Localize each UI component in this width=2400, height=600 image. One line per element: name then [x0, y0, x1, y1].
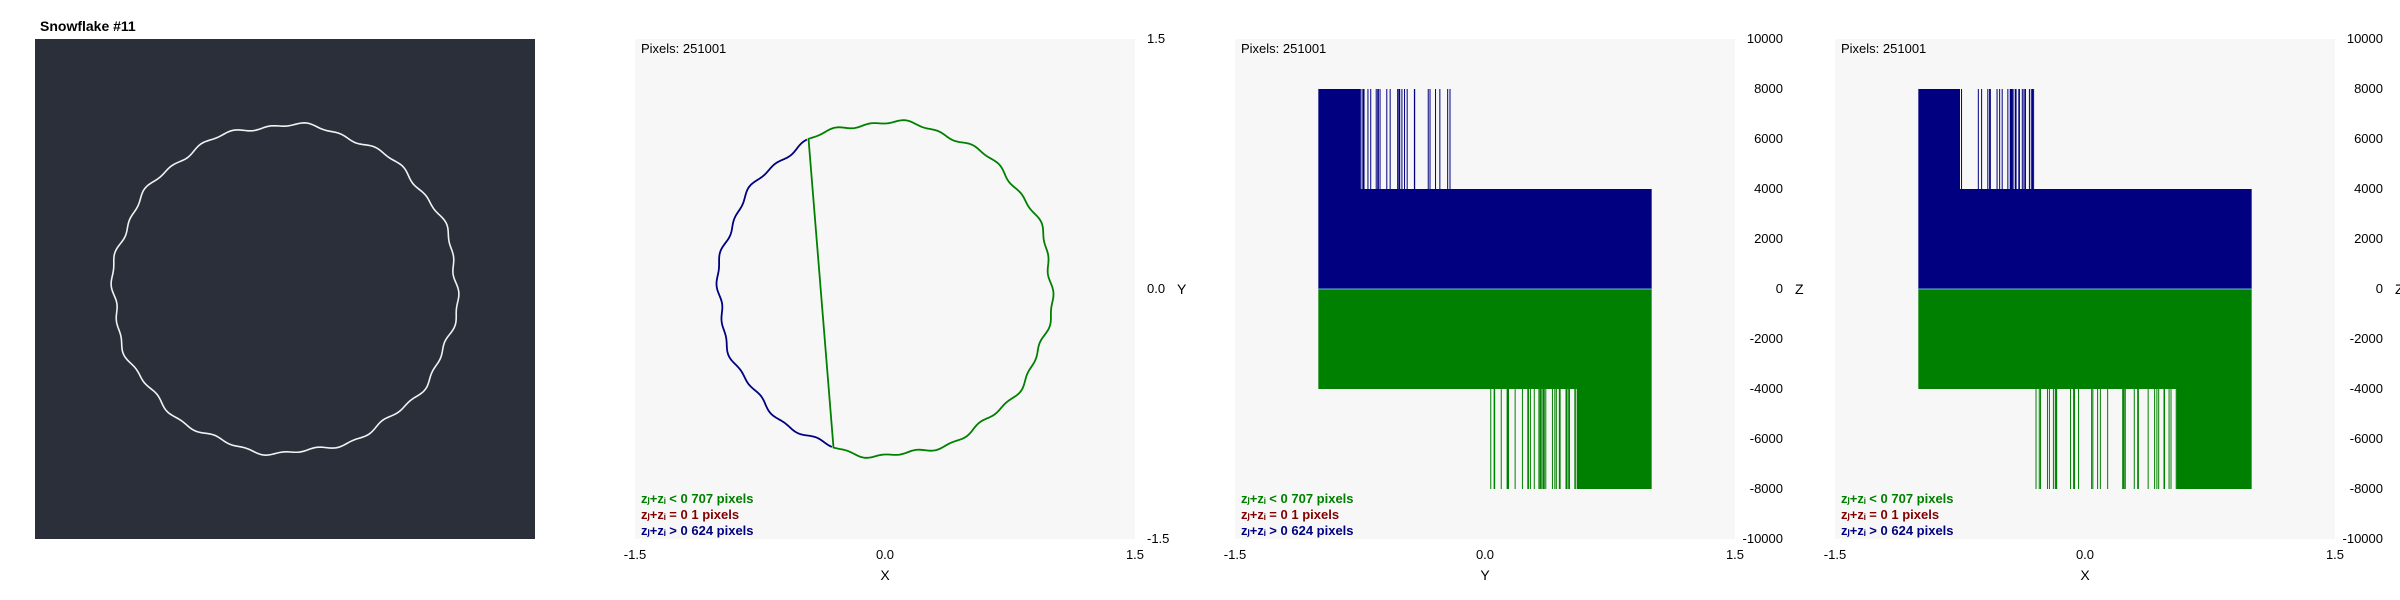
x-tick-label: -1.5	[624, 547, 646, 562]
y-tick-label: 8000	[1754, 81, 1783, 96]
pixels-count: Pixels: 251001	[1241, 41, 1326, 56]
legend-zero: zⱼ+zᵢ = 0 1 pixels	[641, 507, 739, 522]
y-tick-label: 10000	[1747, 31, 1783, 46]
y-tick-label: -1.5	[1147, 531, 1169, 546]
series-line-positive	[715, 138, 833, 448]
y-tick-label: -6000	[1750, 431, 1783, 446]
y-tick-label: -2000	[2350, 331, 2383, 346]
legend-zero: zⱼ+zᵢ = 0 1 pixels	[1241, 507, 1339, 522]
y-tick-label: 8000	[2354, 81, 2383, 96]
x-axis-label: Y	[1480, 567, 1490, 583]
snowflake-render-panel	[35, 39, 535, 539]
legend-negative: zⱼ+zᵢ < 0 707 pixels	[641, 491, 754, 506]
y-tick-label: 10000	[2347, 31, 2383, 46]
y-tick-label: 0	[2376, 281, 2383, 296]
x-tick-label: 1.5	[1726, 547, 1744, 562]
y-tick-label: 0.0	[1147, 281, 1165, 296]
bar-positive-block	[1918, 189, 2252, 289]
y-tick-label: 6000	[2354, 131, 2383, 146]
x-axis-label: X	[2080, 567, 2090, 583]
y-tick-label: 2000	[1754, 231, 1783, 246]
legend-zero: zⱼ+zᵢ = 0 1 pixels	[1841, 507, 1939, 522]
y-tick-label: 4000	[2354, 181, 2383, 196]
legend-positive: zⱼ+zᵢ > 0 624 pixels	[641, 523, 754, 538]
plot-area	[635, 39, 1135, 539]
y-tick-label: -4000	[1750, 381, 1783, 396]
bar-positive-block	[1318, 189, 1652, 289]
legend-negative: zⱼ+zᵢ < 0 707 pixels	[1241, 491, 1354, 506]
y-tick-label: 4000	[1754, 181, 1783, 196]
y-tick-label: -8000	[1750, 481, 1783, 496]
y-tick-label: -10000	[2343, 531, 2383, 546]
legend-positive: zⱼ+zᵢ > 0 624 pixels	[1841, 523, 1954, 538]
snowflake-curve	[110, 122, 460, 456]
pixels-count: Pixels: 251001	[641, 41, 726, 56]
x-tick-label: 0.0	[2076, 547, 2094, 562]
x-tick-label: 0.0	[876, 547, 894, 562]
bar-positive-spike-base	[1318, 89, 1360, 189]
series-line-negative	[807, 119, 1055, 459]
pixels-count: Pixels: 251001	[1841, 41, 1926, 56]
x-axis-label: X	[880, 567, 890, 583]
x-tick-label: 0.0	[1476, 547, 1494, 562]
snowflake-outline	[110, 122, 460, 456]
figure-title: Snowflake #11	[40, 18, 136, 34]
y-tick-label: 1.5	[1147, 31, 1165, 46]
y-tick-label: 0	[1776, 281, 1783, 296]
y-tick-label: -6000	[2350, 431, 2383, 446]
legend-negative: zⱼ+zᵢ < 0 707 pixels	[1841, 491, 1954, 506]
y-axis-label: Y	[1177, 281, 1187, 297]
y-tick-label: -8000	[2350, 481, 2383, 496]
legend-positive: zⱼ+zᵢ > 0 624 pixels	[1241, 523, 1354, 538]
x-tick-label: -1.5	[1224, 547, 1246, 562]
bar-negative-spike-base	[2176, 389, 2252, 489]
bar-negative-block	[1318, 289, 1652, 389]
x-tick-label: -1.5	[1824, 547, 1846, 562]
y-axis-label: Z	[1795, 281, 1804, 297]
y-tick-label: 2000	[2354, 231, 2383, 246]
x-tick-label: 1.5	[1126, 547, 1144, 562]
bar-negative-block	[1918, 289, 2252, 389]
bar-positive-spike-base	[1918, 89, 1960, 189]
x-tick-label: 1.5	[2326, 547, 2344, 562]
y-axis-label: Z	[2395, 281, 2400, 297]
bar-negative-spike-base	[1576, 389, 1652, 489]
y-tick-label: -10000	[1743, 531, 1783, 546]
y-tick-label: 6000	[1754, 131, 1783, 146]
y-tick-label: -4000	[2350, 381, 2383, 396]
y-tick-label: -2000	[1750, 331, 1783, 346]
